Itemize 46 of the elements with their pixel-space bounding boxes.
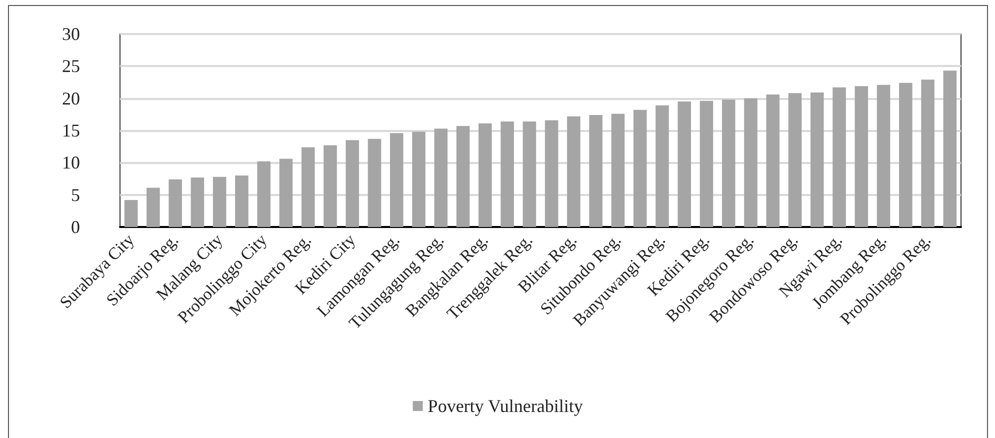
bar [412, 132, 426, 227]
bar [943, 70, 957, 227]
bar [832, 87, 846, 227]
bar [279, 158, 293, 227]
bar [324, 145, 337, 227]
bar [522, 121, 536, 227]
bar [212, 176, 226, 227]
bar [301, 147, 315, 227]
bar [810, 92, 824, 227]
bar [589, 115, 602, 227]
bar [611, 114, 625, 227]
bar [390, 133, 404, 227]
y-tick-label: 15 [62, 120, 80, 140]
y-tick-label: 30 [62, 24, 80, 44]
bar [633, 110, 647, 227]
bar [368, 138, 382, 227]
bar [190, 177, 204, 227]
y-tick-label: 20 [62, 88, 80, 108]
bar [124, 200, 138, 227]
bar [766, 94, 780, 227]
bar [257, 161, 270, 227]
bar [678, 102, 691, 227]
bar [146, 188, 160, 227]
legend-label: Poverty Vulnerability [428, 396, 583, 416]
y-tick-label: 10 [62, 152, 80, 173]
bar [700, 100, 714, 227]
bar [346, 140, 360, 227]
y-tick-label: 25 [62, 56, 80, 76]
bar [168, 179, 182, 227]
bar [456, 126, 470, 227]
y-tick-label: 5 [71, 184, 80, 205]
bar [744, 98, 758, 227]
bar [656, 105, 669, 227]
bar [854, 86, 868, 227]
bar [899, 82, 912, 227]
bar [788, 93, 802, 227]
bar [478, 123, 492, 227]
bar [544, 120, 558, 227]
bar [921, 80, 934, 227]
y-tick-label: 0 [71, 217, 80, 237]
bar [876, 84, 890, 227]
bar [235, 176, 248, 227]
bar [567, 116, 580, 227]
bar [722, 100, 736, 227]
bar [434, 128, 448, 227]
bar [500, 121, 514, 227]
